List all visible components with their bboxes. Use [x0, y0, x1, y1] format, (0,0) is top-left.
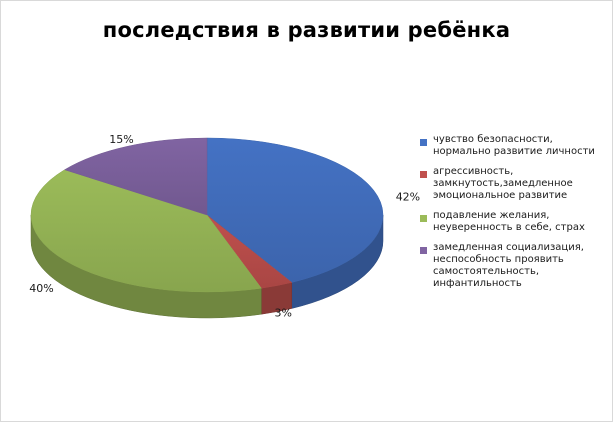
pie-slice-3: [30, 169, 262, 293]
legend-label: подавление желания, неуверенность в себе…: [433, 210, 585, 233]
legend-swatch: [420, 247, 427, 254]
legend-item-2: агрессивность, замкнутость,замедленное э…: [420, 166, 608, 202]
chart-legend: чувство безопасности, нормально развитие…: [420, 134, 608, 298]
legend-item-1: чувство безопасности, нормально развитие…: [420, 134, 608, 158]
pie-tops: [30, 137, 384, 293]
data-label-1: 42%: [396, 191, 420, 204]
legend-swatch: [420, 215, 427, 222]
data-label-3: 40%: [29, 282, 53, 295]
legend-label: чувство безопасности, нормально развитие…: [433, 134, 595, 157]
data-label-4: 15%: [109, 133, 133, 146]
legend-label: замедленная социализация, неспособность …: [433, 242, 584, 289]
chart-title: последствия в развитии ребёнка: [102, 18, 511, 42]
data-label-2: 3%: [275, 307, 292, 320]
legend-swatch: [420, 139, 427, 146]
legend-item-3: подавление желания, неуверенность в себе…: [420, 210, 608, 234]
legend-swatch: [420, 171, 427, 178]
pie-slice-4: [64, 137, 208, 216]
pie-slice-1: [206, 137, 384, 283]
legend-label: агрессивность, замкнутость,замедленное э…: [433, 166, 573, 201]
legend-item-4: замедленная социализация, неспособность …: [420, 242, 608, 290]
